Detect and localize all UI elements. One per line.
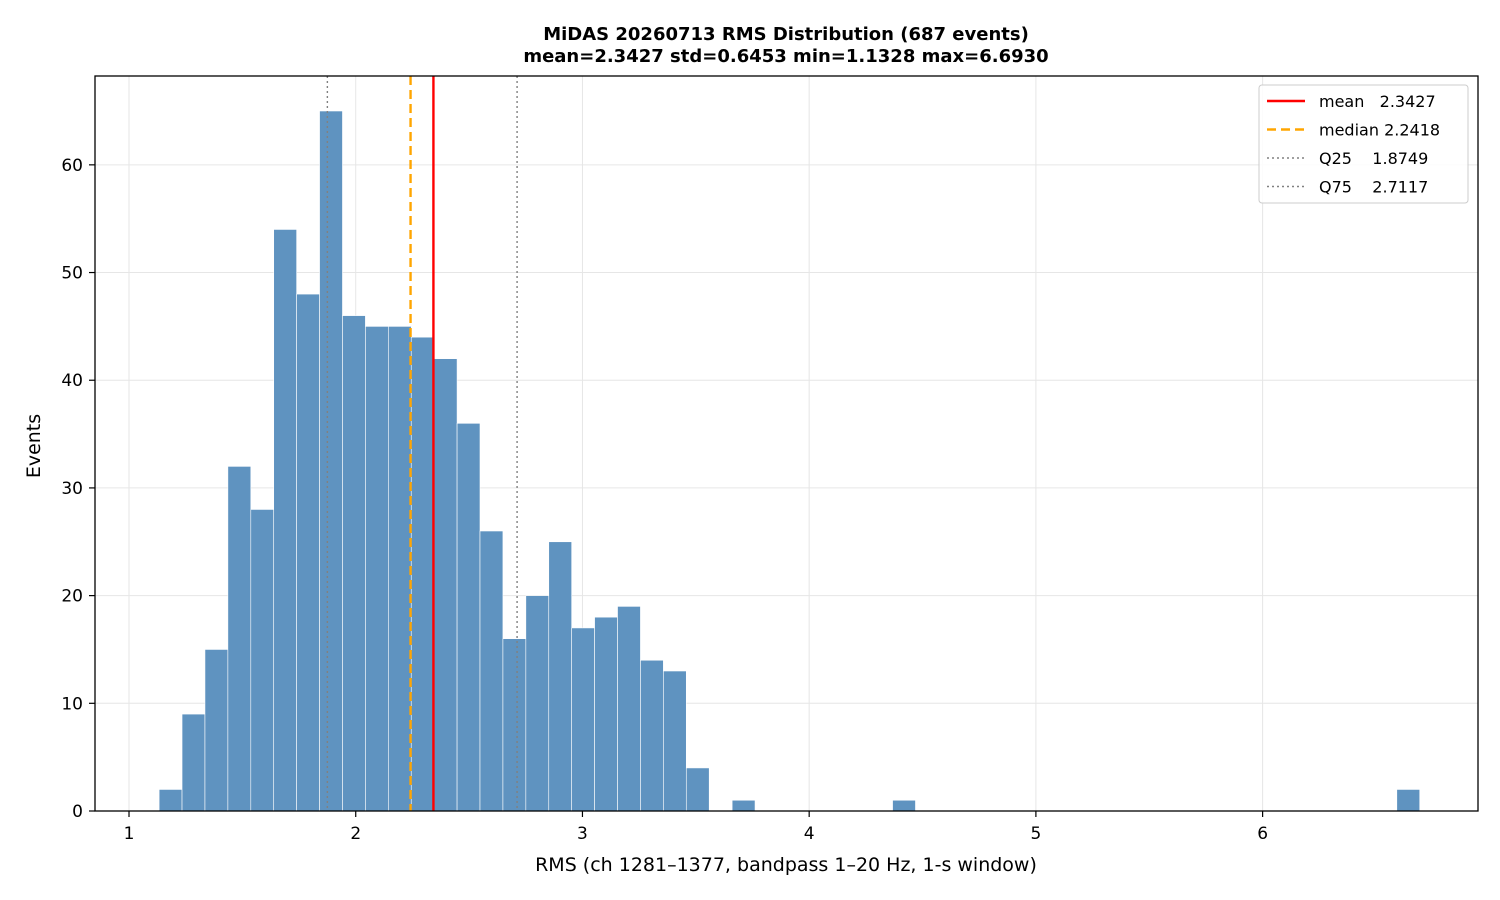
histogram-bar <box>685 767 710 812</box>
chart-title: MiDAS 20260713 RMS Distribution (687 eve… <box>543 24 1029 45</box>
histogram-bar <box>227 466 252 812</box>
histogram-bar <box>250 509 275 812</box>
x-tick-label: 3 <box>577 824 588 844</box>
histogram-bar <box>365 326 389 812</box>
histogram-bar <box>571 627 595 812</box>
histogram-bar <box>410 336 435 812</box>
histogram-bar <box>1396 789 1421 812</box>
histogram-bar <box>617 606 641 812</box>
y-axis-ticks: 0 10 20 30 40 50 60 <box>61 156 95 822</box>
x-tick-label: 2 <box>350 824 361 844</box>
legend: mean 2.3427 median 2.2418 Q25 1.8749 Q75 2.… <box>1258 84 1469 204</box>
y-tick-label: 60 <box>61 156 83 176</box>
histogram-bar <box>342 315 366 812</box>
y-tick-label: 40 <box>61 371 83 391</box>
x-tick-label: 6 <box>1257 824 1268 844</box>
y-axis-label: Events <box>23 414 45 478</box>
chart-subtitle: mean=2.3427 std=0.6453 min=1.1328 max=6.… <box>523 46 1048 67</box>
histogram-bar <box>548 541 572 812</box>
y-tick-label: 0 <box>72 802 83 822</box>
legend-label-q25: Q25 1.8749 <box>1319 149 1428 168</box>
x-axis-ticks: 1 2 3 4 5 6 <box>124 811 1268 844</box>
histogram-bar <box>892 799 916 812</box>
histogram-bar <box>594 616 618 812</box>
plot-frame <box>94 75 1479 812</box>
x-axis-label: RMS (ch 1281–1377, bandpass 1–20 Hz, 1-s… <box>535 854 1037 876</box>
legend-label-mean: mean 2.3427 <box>1319 92 1436 111</box>
histogram-bar <box>640 659 664 812</box>
histogram-bars <box>158 110 1421 812</box>
y-tick-label: 50 <box>61 264 83 284</box>
histogram-bar <box>388 326 412 812</box>
histogram-bar <box>456 423 481 812</box>
x-tick-label: 4 <box>804 824 815 844</box>
x-tick-label: 5 <box>1030 824 1041 844</box>
legend-label-q75: Q75 2.7117 <box>1319 178 1428 197</box>
y-tick-label: 20 <box>61 587 83 607</box>
histogram-bar <box>525 595 550 812</box>
histogram-bar <box>731 799 756 812</box>
legend-label-median: median 2.2418 <box>1319 121 1440 140</box>
histogram-bar <box>204 649 229 812</box>
legend-box <box>1258 84 1469 204</box>
histogram-bar <box>502 638 527 812</box>
y-tick-label: 30 <box>61 479 83 499</box>
reference-lines <box>326 76 518 811</box>
x-tick-label: 1 <box>124 824 135 844</box>
y-tick-label: 10 <box>61 694 83 714</box>
histogram-bar <box>273 229 297 812</box>
histogram-bar <box>663 670 687 812</box>
histogram-bar <box>319 110 343 812</box>
histogram-bar <box>433 358 458 812</box>
histogram-bar <box>296 293 320 812</box>
histogram-bar <box>479 530 504 812</box>
histogram-bar <box>158 789 183 812</box>
histogram-bar <box>181 713 206 812</box>
